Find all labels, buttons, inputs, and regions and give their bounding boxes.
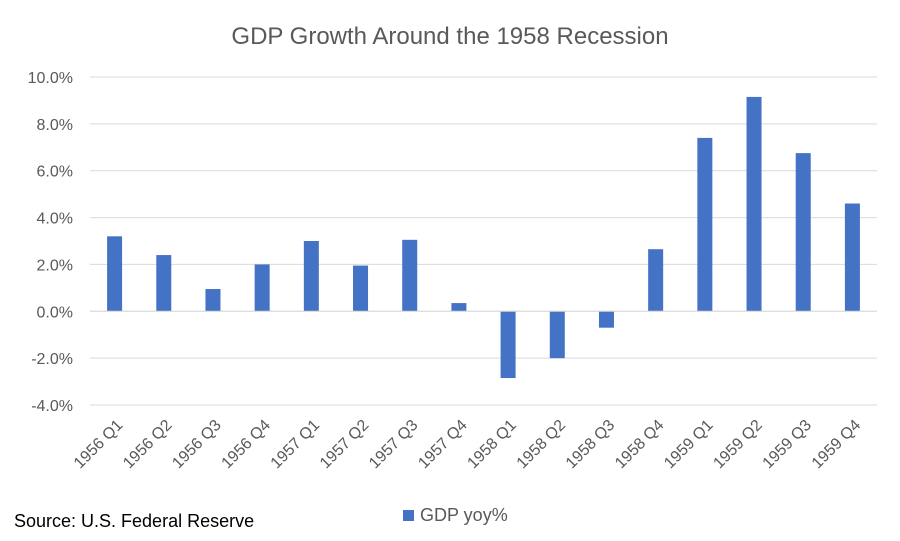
bar: [795, 153, 811, 312]
x-category-label: 1957 Q1: [268, 417, 324, 473]
bar: [500, 311, 516, 379]
y-tick-label: 2.0%: [37, 257, 73, 274]
bar: [107, 236, 123, 312]
bar: [156, 255, 172, 312]
bar: [451, 303, 467, 312]
bar: [254, 264, 270, 312]
bar: [303, 241, 319, 312]
source-note: Source: U.S. Federal Reserve: [14, 511, 254, 531]
bar: [648, 249, 664, 312]
bar: [205, 289, 221, 312]
x-category-label: 1959 Q4: [809, 417, 865, 473]
x-category-label: 1957 Q3: [366, 417, 422, 473]
bar: [598, 311, 614, 328]
x-category-label: 1957 Q4: [415, 417, 471, 473]
x-category-label: 1958 Q1: [464, 417, 520, 473]
x-category-label: 1956 Q3: [169, 417, 225, 473]
x-category-label: 1959 Q3: [760, 417, 816, 473]
bar: [402, 239, 418, 312]
x-category-label: 1958 Q4: [612, 417, 668, 473]
y-tick-label: 6.0%: [37, 164, 73, 181]
bar: [746, 96, 762, 312]
legend-label: GDP yoy%: [420, 505, 508, 525]
y-tick-label: 0.0%: [37, 304, 73, 321]
y-tick-label: 8.0%: [37, 117, 73, 134]
legend-swatch: [403, 510, 414, 521]
bar: [697, 137, 713, 312]
x-category-label: 1959 Q2: [710, 417, 766, 473]
x-category-label: 1958 Q3: [563, 417, 619, 473]
x-category-label: 1956 Q1: [71, 417, 127, 473]
x-category-label: 1958 Q2: [514, 417, 570, 473]
y-tick-label: -4.0%: [31, 398, 73, 415]
x-category-label: 1957 Q2: [317, 417, 373, 473]
y-tick-label: -2.0%: [31, 351, 73, 368]
bar: [549, 311, 565, 359]
y-tick-label: 10.0%: [28, 70, 73, 87]
x-category-label: 1956 Q4: [219, 417, 275, 473]
chart-title: GDP Growth Around the 1958 Recession: [231, 23, 668, 50]
x-category-label: 1956 Q2: [120, 417, 176, 473]
y-tick-label: 4.0%: [37, 211, 73, 228]
y-axis-tick-labels: 10.0% 8.0% 6.0% 4.0% 2.0% 0.0% -2.0% -4.0%: [28, 70, 73, 415]
x-category-label: 1959 Q1: [661, 417, 717, 473]
bar: [844, 203, 860, 312]
legend: GDP yoy%: [403, 505, 508, 525]
bars: [90, 96, 877, 379]
bar: [353, 265, 369, 312]
